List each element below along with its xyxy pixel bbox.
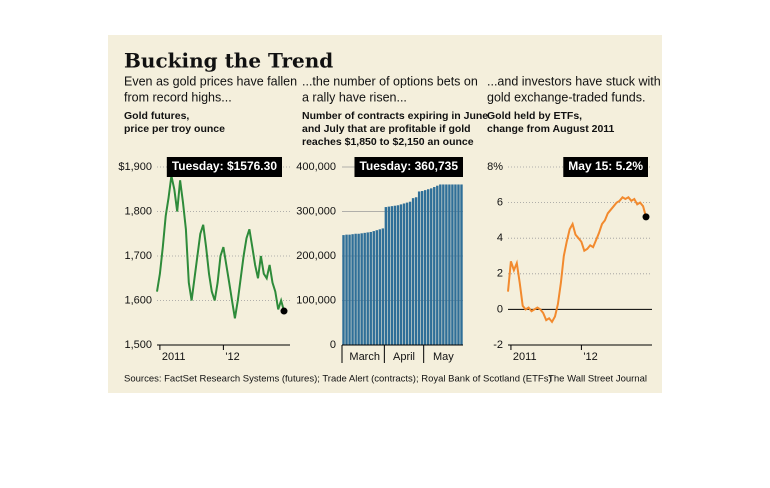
y-tick-label: 1,500 — [124, 339, 152, 351]
x-tick-label: May — [433, 351, 454, 363]
subtitle: ...and investors have stuck with — [487, 74, 661, 88]
bar — [345, 234, 348, 345]
bar — [390, 206, 394, 345]
y-tick-label: 400,000 — [296, 161, 336, 173]
bar — [396, 205, 400, 345]
bar — [393, 205, 397, 345]
bar — [366, 232, 369, 345]
bar — [360, 233, 363, 345]
bar — [460, 184, 463, 345]
end-dot — [280, 307, 288, 315]
axis-label: reaches $1,850 to $2,150 an ounce — [302, 136, 474, 148]
annotation: Tuesday: 360,735 — [359, 159, 458, 173]
y-tick-label: 2 — [497, 268, 503, 280]
bar — [408, 201, 412, 345]
bar — [417, 191, 421, 345]
y-tick-label: 0 — [497, 303, 503, 315]
bar — [363, 232, 366, 345]
annotation-box — [563, 157, 648, 177]
bar — [439, 184, 442, 345]
line — [156, 175, 285, 319]
x-tick-label: March — [349, 351, 380, 363]
annotation: Tuesday: $1576.30 — [172, 159, 278, 173]
bar — [405, 202, 409, 345]
title: Bucking the Trend — [124, 49, 333, 73]
axis-label: price per troy ounce — [124, 123, 225, 135]
annotation: May 15: 5.2% — [568, 159, 643, 173]
bar — [433, 187, 436, 345]
x-tick-label: '12 — [225, 351, 239, 363]
bar — [381, 228, 385, 345]
axis-label: Number of contracts expiring in June — [302, 110, 488, 122]
axis-label: Gold held by ETFs, — [487, 110, 582, 122]
bar — [414, 197, 418, 345]
y-tick-label: 200,000 — [296, 250, 336, 262]
bar — [387, 206, 391, 345]
bar — [451, 184, 454, 345]
bar — [342, 235, 345, 345]
bar — [384, 207, 388, 345]
y-tick-label: 4 — [497, 232, 503, 244]
x-tick-label: '12 — [583, 351, 597, 363]
annotation-box — [166, 157, 282, 177]
bar — [372, 231, 375, 345]
y-tick-label: -2 — [493, 339, 503, 351]
y-tick-label: 8% — [487, 161, 503, 173]
bar — [348, 234, 351, 345]
subtitle: ...the number of options bets on — [302, 74, 478, 88]
bar — [354, 233, 357, 345]
bar — [357, 233, 360, 345]
credit: The Wall Street Journal — [548, 374, 647, 385]
subtitle: from record highs... — [124, 90, 232, 104]
bar — [442, 184, 445, 345]
x-tick-label: 2011 — [162, 351, 186, 363]
y-tick-label: 100,000 — [296, 294, 336, 306]
bar — [436, 185, 439, 345]
bar — [427, 189, 430, 345]
bar — [423, 190, 427, 345]
axis-label: and July that are profitable if gold — [302, 123, 471, 135]
subtitle: gold exchange-traded funds. — [487, 90, 645, 104]
bar — [369, 231, 372, 345]
bar — [375, 230, 378, 345]
bar — [402, 203, 406, 345]
x-tick-label: April — [393, 351, 415, 363]
y-tick-label: 6 — [497, 197, 503, 209]
y-tick-label: $1,900 — [118, 161, 152, 173]
annotation-box — [354, 157, 463, 177]
bar — [420, 191, 424, 345]
bar — [351, 234, 354, 345]
bar — [457, 184, 460, 345]
bar — [448, 184, 451, 345]
y-tick-label: 0 — [330, 339, 336, 351]
bar — [378, 229, 382, 345]
bar — [454, 184, 457, 345]
axis-label: change from August 2011 — [487, 123, 615, 135]
x-tick-label: 2011 — [513, 351, 537, 363]
subtitle: a rally have risen... — [302, 90, 407, 104]
end-dot — [642, 213, 650, 221]
y-tick-label: 1,700 — [124, 250, 152, 262]
subtitle: Even as gold prices have fallen — [124, 74, 297, 88]
bar — [445, 184, 448, 345]
bar — [430, 188, 433, 345]
axis-label: Gold futures, — [124, 110, 189, 122]
bar — [411, 198, 415, 345]
y-tick-label: 1,800 — [124, 205, 152, 217]
source: Sources: FactSet Research Systems (futur… — [124, 374, 552, 385]
bar — [399, 204, 403, 345]
y-tick-label: 1,600 — [124, 294, 152, 306]
y-tick-label: 300,000 — [296, 205, 336, 217]
line — [507, 196, 647, 324]
